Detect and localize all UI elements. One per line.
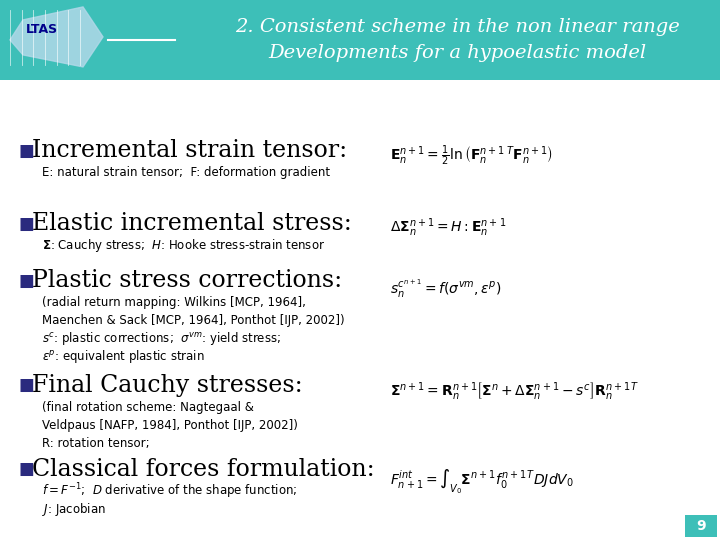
Bar bbox=[685, 515, 717, 537]
Text: $\boldsymbol{\Sigma}$: Cauchy stress;  $H$: Hooke stress-strain tensor: $\boldsymbol{\Sigma}$: Cauchy stress; $H… bbox=[42, 237, 325, 254]
Bar bbox=[0, 0, 720, 80]
Text: ■: ■ bbox=[18, 142, 34, 160]
Text: ■: ■ bbox=[18, 215, 34, 233]
Text: Veldpaus [NAFP, 1984], Ponthot [IJP, 2002]): Veldpaus [NAFP, 1984], Ponthot [IJP, 200… bbox=[42, 419, 298, 432]
Text: $f = F^{-1}$;  $D$ derivative of the shape function;: $f = F^{-1}$; $D$ derivative of the shap… bbox=[42, 482, 297, 501]
Text: R: rotation tensor;: R: rotation tensor; bbox=[42, 437, 150, 450]
Text: 9: 9 bbox=[696, 519, 706, 533]
Text: Developments for a hypoelastic model: Developments for a hypoelastic model bbox=[269, 44, 647, 62]
Text: E: natural strain tensor;  F: deformation gradient: E: natural strain tensor; F: deformation… bbox=[42, 166, 330, 179]
Text: ■: ■ bbox=[18, 461, 34, 478]
Text: Maenchen & Sack [MCP, 1964], Ponthot [IJP, 2002]): Maenchen & Sack [MCP, 1964], Ponthot [IJ… bbox=[42, 314, 345, 327]
Text: Classical forces formulation:: Classical forces formulation: bbox=[32, 458, 374, 481]
Text: ■: ■ bbox=[18, 376, 34, 394]
Text: $\Delta\boldsymbol{\Sigma}_n^{n+1} = H : \mathbf{E}_n^{n+1}$: $\Delta\boldsymbol{\Sigma}_n^{n+1} = H :… bbox=[390, 216, 506, 239]
Text: $J$: Jacobian: $J$: Jacobian bbox=[42, 501, 106, 518]
Text: (final rotation scheme: Nagtegaal &: (final rotation scheme: Nagtegaal & bbox=[42, 401, 254, 414]
Text: 2. Consistent scheme in the non linear range: 2. Consistent scheme in the non linear r… bbox=[235, 18, 680, 36]
Text: ■: ■ bbox=[18, 272, 34, 289]
Text: $s^c$: plastic corrections;  $\sigma^{vm}$: yield stress;: $s^c$: plastic corrections; $\sigma^{vm}… bbox=[42, 330, 281, 347]
Text: $\boldsymbol{\Sigma}^{n+1} = \mathbf{R}_n^{n+1}\left[\boldsymbol{\Sigma}^n + \De: $\boldsymbol{\Sigma}^{n+1} = \mathbf{R}_… bbox=[390, 381, 639, 403]
Text: $F_{n+1}^{int} = \int_{V_0}\boldsymbol{\Sigma}^{n+1}f_0^{n+1\,T}DJdV_0$: $F_{n+1}^{int} = \int_{V_0}\boldsymbol{\… bbox=[390, 467, 574, 496]
Text: Incremental strain tensor:: Incremental strain tensor: bbox=[32, 139, 347, 163]
Text: Final Cauchy stresses:: Final Cauchy stresses: bbox=[32, 374, 302, 397]
Text: $\varepsilon^p$: equivalent plastic strain: $\varepsilon^p$: equivalent plastic stra… bbox=[42, 348, 204, 365]
Text: Elastic incremental stress:: Elastic incremental stress: bbox=[32, 212, 352, 235]
Text: Plastic stress corrections:: Plastic stress corrections: bbox=[32, 269, 342, 292]
Polygon shape bbox=[10, 7, 103, 67]
Text: (radial return mapping: Wilkins [MCP, 1964],: (radial return mapping: Wilkins [MCP, 19… bbox=[42, 296, 306, 309]
Text: $s_n^{c^{n+1}} = f(\sigma^{vm},\varepsilon^p)$: $s_n^{c^{n+1}} = f(\sigma^{vm},\varepsil… bbox=[390, 277, 502, 300]
Text: LTAS: LTAS bbox=[26, 23, 58, 37]
Text: $\mathbf{E}_n^{n+1} = \frac{1}{2}\ln\left(\mathbf{F}_n^{n+1}{}^{\,T}\mathbf{F}_n: $\mathbf{E}_n^{n+1} = \frac{1}{2}\ln\lef… bbox=[390, 143, 553, 167]
